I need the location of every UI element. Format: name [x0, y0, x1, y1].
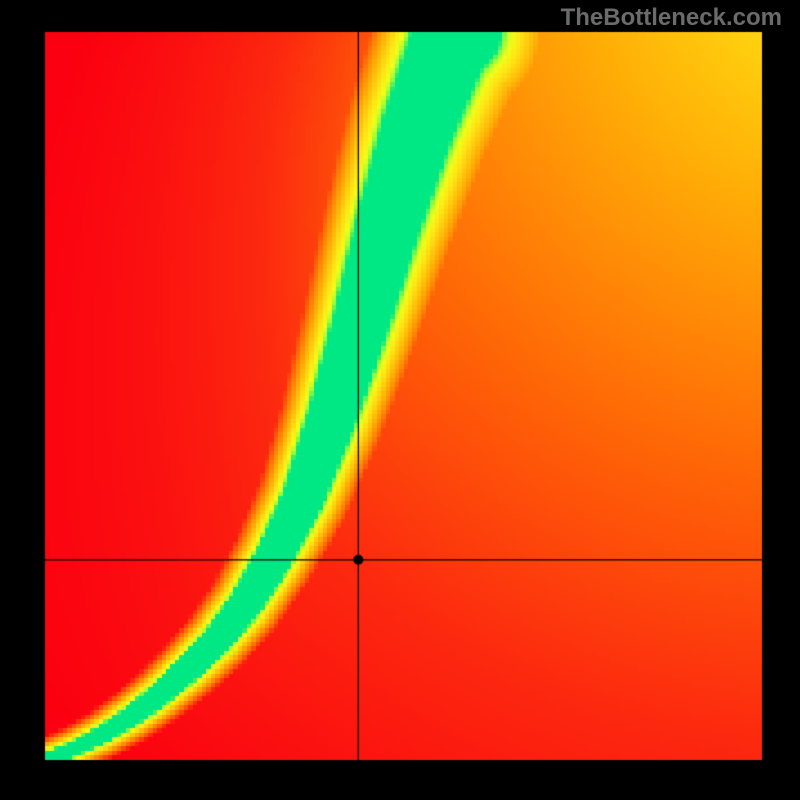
bottleneck-heatmap — [0, 0, 800, 800]
chart-container: TheBottleneck.com — [0, 0, 800, 800]
source-watermark: TheBottleneck.com — [561, 4, 782, 32]
